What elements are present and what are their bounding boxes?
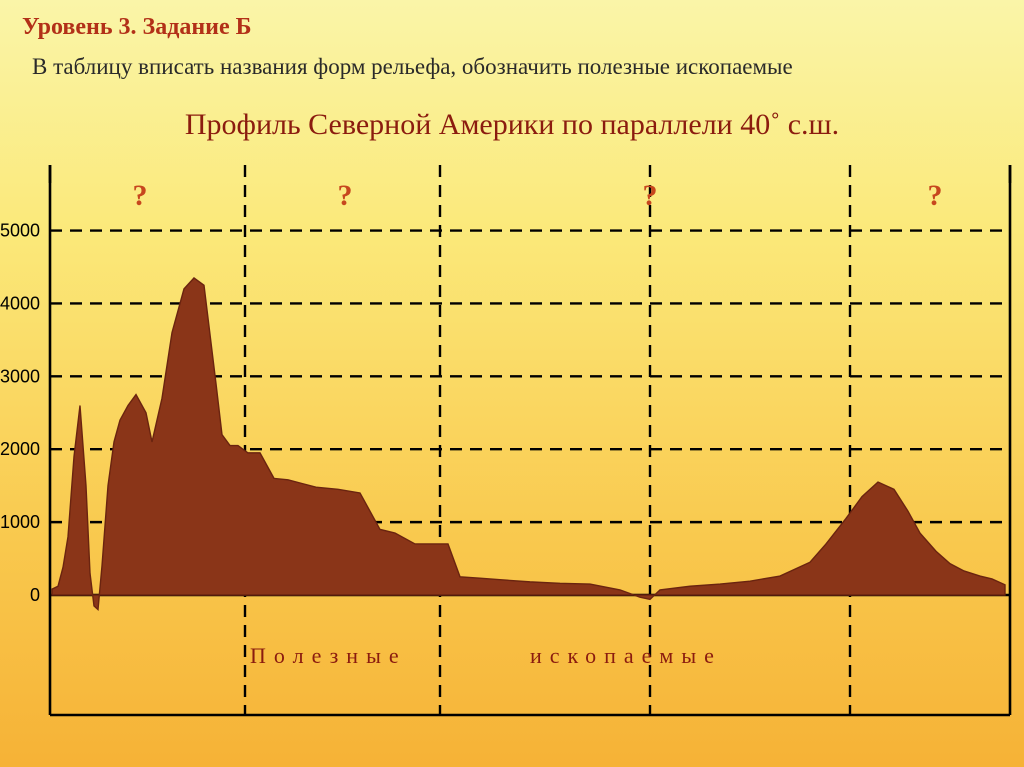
svg-text:2000: 2000 <box>0 439 40 459</box>
svg-text:?: ? <box>928 179 943 212</box>
level-heading: Уровень 3. Задание Б <box>22 14 252 41</box>
svg-text:Полезные: Полезные <box>250 643 407 668</box>
svg-text:1000: 1000 <box>0 512 40 532</box>
svg-text:?: ? <box>338 179 353 212</box>
task-subheading: В таблицу вписать названия форм рельефа,… <box>32 54 793 80</box>
svg-text:4000: 4000 <box>0 293 40 313</box>
profile-chart: 0 1000 2000 3000 4000 5000???? Полезные ископае… <box>0 155 1024 745</box>
svg-text:?: ? <box>133 179 148 212</box>
chart-title: Профиль Северной Америки по параллели 40… <box>185 108 839 142</box>
svg-text:0: 0 <box>30 585 40 605</box>
svg-text:3000: 3000 <box>0 366 40 386</box>
svg-text:ископаемые: ископаемые <box>530 643 722 668</box>
chart-svg: 0 1000 2000 3000 4000 5000???? Полезные ископае… <box>0 155 1024 745</box>
svg-text:?: ? <box>643 179 658 212</box>
svg-text:5000: 5000 <box>0 221 40 241</box>
